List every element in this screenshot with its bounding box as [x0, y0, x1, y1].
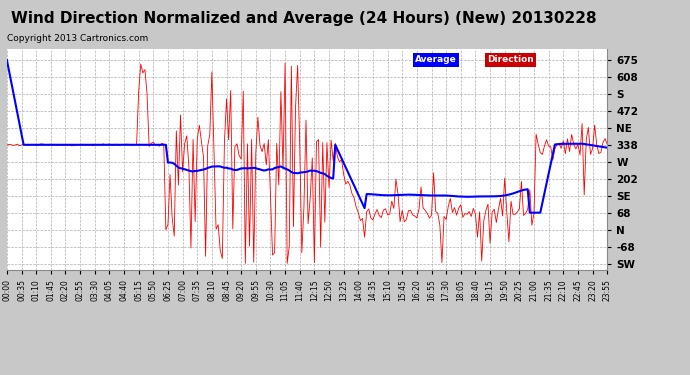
Text: Average: Average	[415, 56, 457, 64]
Text: Copyright 2013 Cartronics.com: Copyright 2013 Cartronics.com	[7, 34, 148, 43]
Text: Wind Direction Normalized and Average (24 Hours) (New) 20130228: Wind Direction Normalized and Average (2…	[11, 11, 596, 26]
Text: Direction: Direction	[487, 56, 534, 64]
